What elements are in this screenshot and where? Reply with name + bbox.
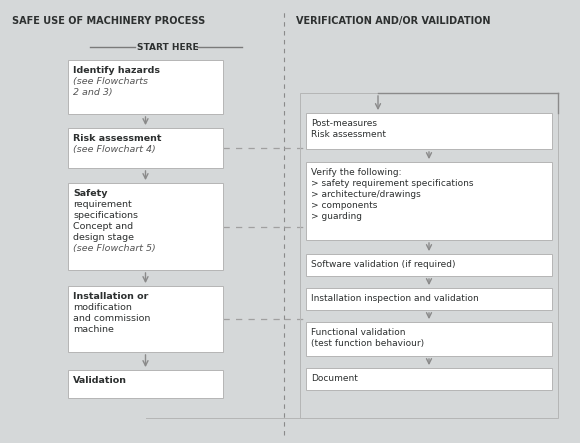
Text: (see Flowchart 4): (see Flowchart 4)	[73, 145, 156, 154]
Text: VERIFICATION AND/OR VAILIDATION: VERIFICATION AND/OR VAILIDATION	[296, 16, 491, 26]
Text: Post-measures: Post-measures	[311, 119, 377, 128]
Bar	[306, 162, 552, 240]
Text: Installation inspection and validation: Installation inspection and validation	[311, 294, 478, 303]
Text: (see Flowcharts: (see Flowcharts	[73, 77, 148, 86]
Bar	[300, 93, 558, 418]
Bar	[68, 370, 223, 398]
Bar	[68, 60, 223, 114]
Text: 2 and 3): 2 and 3)	[73, 88, 113, 97]
Bar	[306, 322, 552, 356]
Text: Functional validation: Functional validation	[311, 328, 405, 337]
Text: machine: machine	[73, 325, 114, 334]
Text: Risk assessment: Risk assessment	[73, 134, 161, 143]
Text: (test function behaviour): (test function behaviour)	[311, 339, 424, 348]
Bar	[68, 128, 223, 168]
Text: > architecture/drawings: > architecture/drawings	[311, 190, 420, 199]
Text: (see Flowchart 5): (see Flowchart 5)	[73, 244, 156, 253]
Text: design stage: design stage	[73, 233, 134, 242]
Text: modification: modification	[73, 303, 132, 312]
Text: Validation: Validation	[73, 376, 127, 385]
Text: > components: > components	[311, 201, 378, 210]
Text: and commission: and commission	[73, 314, 150, 323]
Text: START HERE: START HERE	[137, 43, 198, 51]
Bar	[306, 113, 552, 149]
Bar	[306, 288, 552, 310]
Text: > safety requirement specifications: > safety requirement specifications	[311, 179, 473, 188]
Text: Identify hazards: Identify hazards	[73, 66, 160, 75]
Text: > guarding: > guarding	[311, 212, 362, 221]
Text: requirement: requirement	[73, 200, 132, 209]
Bar	[68, 183, 223, 270]
Text: Verify the following:: Verify the following:	[311, 168, 401, 177]
Text: Safety: Safety	[73, 189, 107, 198]
Text: Risk assessment: Risk assessment	[311, 130, 386, 139]
Text: Document: Document	[311, 374, 358, 383]
Text: specifications: specifications	[73, 211, 138, 220]
Bar	[306, 254, 552, 276]
Text: SAFE USE OF MACHINERY PROCESS: SAFE USE OF MACHINERY PROCESS	[12, 16, 205, 26]
Bar	[68, 286, 223, 352]
Text: Software validation (if required): Software validation (if required)	[311, 260, 455, 269]
Text: Concept and: Concept and	[73, 222, 133, 231]
Bar	[306, 368, 552, 390]
Text: Installation or: Installation or	[73, 292, 148, 301]
